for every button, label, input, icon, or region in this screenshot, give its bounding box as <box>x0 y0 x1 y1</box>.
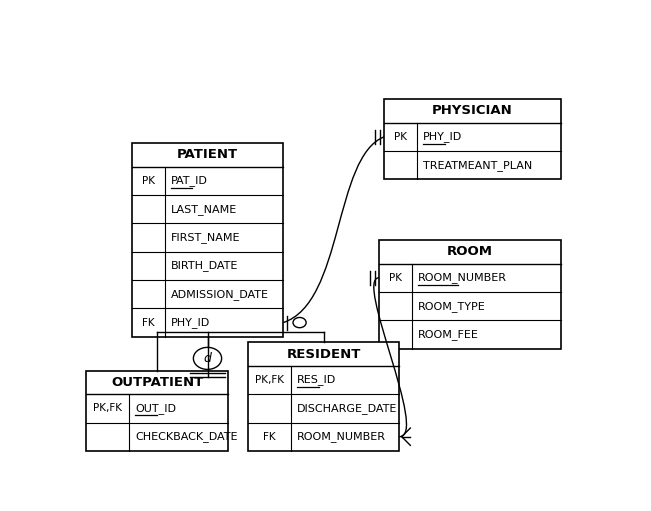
Text: d: d <box>204 352 212 365</box>
Text: ADMISSION_DATE: ADMISSION_DATE <box>171 289 269 300</box>
Bar <box>132 143 283 337</box>
Text: FK: FK <box>142 317 154 328</box>
Bar <box>384 99 561 179</box>
Text: RESIDENT: RESIDENT <box>286 347 361 361</box>
Text: PK: PK <box>389 273 402 283</box>
Text: ROOM: ROOM <box>447 245 493 258</box>
Text: OUT_ID: OUT_ID <box>135 403 176 414</box>
Text: PAT_ID: PAT_ID <box>171 175 208 187</box>
Text: ROOM_NUMBER: ROOM_NUMBER <box>418 272 507 283</box>
Bar <box>248 342 399 451</box>
Bar <box>87 370 228 451</box>
Text: RES_ID: RES_ID <box>297 375 336 385</box>
Text: PK,FK: PK,FK <box>93 403 122 413</box>
Bar <box>379 240 561 349</box>
Text: BIRTH_DATE: BIRTH_DATE <box>171 261 238 271</box>
Text: ROOM_NUMBER: ROOM_NUMBER <box>297 431 386 442</box>
Text: DISCHARGE_DATE: DISCHARGE_DATE <box>297 403 397 414</box>
Text: ROOM_TYPE: ROOM_TYPE <box>418 300 486 312</box>
Text: PK,FK: PK,FK <box>255 375 284 385</box>
Text: LAST_NAME: LAST_NAME <box>171 204 237 215</box>
Text: FK: FK <box>263 432 275 442</box>
Text: OUTPATIENT: OUTPATIENT <box>111 376 203 389</box>
Text: PK: PK <box>142 176 155 186</box>
Text: PATIENT: PATIENT <box>177 149 238 161</box>
Text: FIRST_NAME: FIRST_NAME <box>171 232 240 243</box>
Text: PK: PK <box>394 132 407 142</box>
Text: PHY_ID: PHY_ID <box>423 131 462 143</box>
Text: PHYSICIAN: PHYSICIAN <box>432 104 513 118</box>
Text: PHY_ID: PHY_ID <box>171 317 210 328</box>
Text: ROOM_FEE: ROOM_FEE <box>418 329 478 340</box>
Text: CHECKBACK_DATE: CHECKBACK_DATE <box>135 431 238 442</box>
Text: TREATMEANT_PLAN: TREATMEANT_PLAN <box>423 160 532 171</box>
